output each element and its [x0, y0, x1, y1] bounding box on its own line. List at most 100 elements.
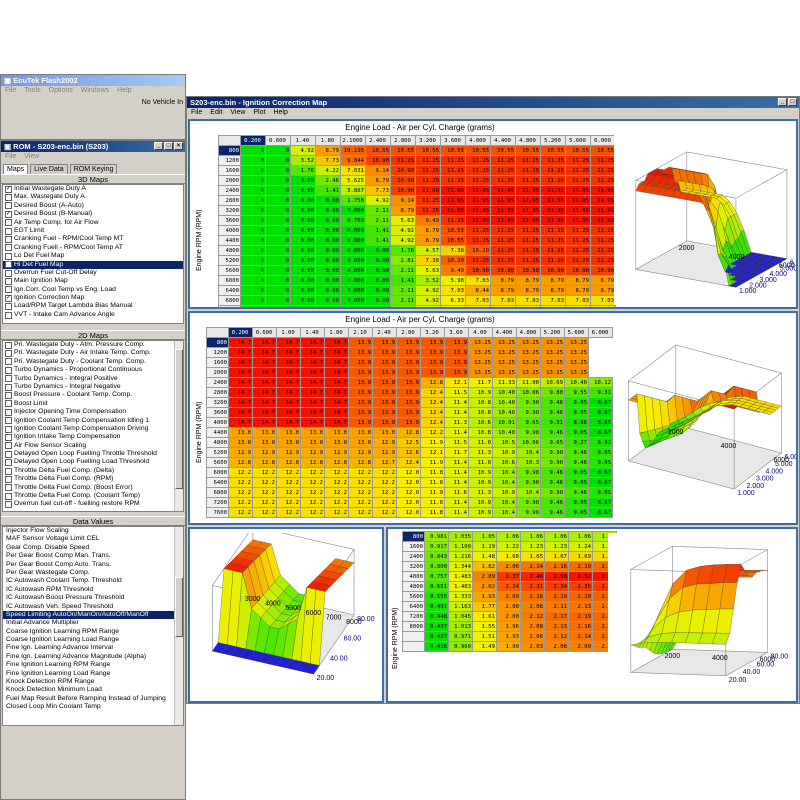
data-cell[interactable]: 8.79: [515, 275, 541, 286]
data-cell[interactable]: 0: [265, 205, 291, 216]
data-cell[interactable]: 1.41: [365, 225, 391, 236]
col-header[interactable]: 2.80: [396, 327, 421, 338]
values-item[interactable]: Per Gear Wastegate Comp.: [6, 568, 90, 576]
data-cell[interactable]: 11.25: [565, 175, 591, 186]
row-header[interactable]: 7200: [218, 305, 241, 307]
data-cell[interactable]: 9.46: [540, 467, 565, 478]
maps3d-item[interactable]: Max. Wastegate Duty A: [3, 193, 183, 202]
data-cell[interactable]: 9.90: [540, 447, 565, 458]
data-cell[interactable]: 2.16: [520, 591, 545, 602]
data-cell[interactable]: 1.23: [520, 541, 545, 552]
data-cell[interactable]: 1.76: [290, 165, 316, 176]
data-cell[interactable]: 11.95: [565, 185, 591, 196]
data-cell[interactable]: 10.55: [590, 145, 616, 156]
col-header[interactable]: 2.10: [348, 327, 373, 338]
maps2d-item[interactable]: Throttle Delta Fuel Comp. (Coolant Temp): [3, 492, 183, 500]
data-cell[interactable]: 11.3: [444, 417, 469, 428]
data-cell[interactable]: 0.703: [340, 215, 366, 226]
data-cell[interactable]: 14.7: [324, 397, 349, 408]
data-cell[interactable]: 10.40: [492, 427, 517, 438]
data-cell[interactable]: 10.90: [465, 265, 491, 276]
col-header[interactable]: 2.1000: [340, 135, 366, 146]
data-cell[interactable]: 10.8: [468, 427, 493, 438]
data-cell[interactable]: 12.2: [372, 487, 397, 498]
row-header[interactable]: 5200: [206, 447, 229, 458]
checkbox[interactable]: [5, 417, 12, 425]
data-cell[interactable]: 2.06: [496, 561, 521, 572]
data-cell[interactable]: 8.67: [588, 427, 613, 438]
row-header[interactable]: 6400: [218, 285, 241, 296]
data-cell[interactable]: 0: [265, 145, 291, 156]
data-cell[interactable]: 10.5: [492, 437, 517, 448]
row-header[interactable]: 4800: [402, 581, 425, 592]
data-cell[interactable]: 11.25: [565, 165, 591, 176]
data-cell[interactable]: 13.25: [492, 347, 517, 358]
data-cell[interactable]: 12.8: [396, 427, 421, 438]
data-cell[interactable]: 8.44: [465, 285, 491, 296]
data-cell[interactable]: 0: [240, 255, 266, 266]
maps2d-item[interactable]: Pri. Wastegate Duty - Air Intake Temp. C…: [3, 349, 183, 358]
data-cell[interactable]: 12.9: [372, 437, 397, 448]
data-cell[interactable]: 2.09: [472, 571, 497, 582]
data-cell[interactable]: 11.25: [540, 225, 566, 236]
data-cell[interactable]: 2.09: [568, 641, 593, 652]
row-header[interactable]: 2000: [218, 175, 241, 186]
data-cell[interactable]: 1.90: [496, 641, 521, 652]
data-cell[interactable]: 11.25: [515, 225, 541, 236]
checkbox[interactable]: [5, 400, 12, 408]
data-cell[interactable]: 11.95: [590, 195, 616, 206]
data-cell[interactable]: 13.9: [444, 337, 469, 348]
col-header[interactable]: 3.200: [415, 135, 441, 146]
data-cell[interactable]: 11.25: [540, 235, 566, 246]
data-cell[interactable]: 14.7: [300, 367, 325, 378]
row-header[interactable]: 2000: [206, 367, 229, 378]
data-cell[interactable]: 14.7: [228, 397, 253, 408]
data-cell[interactable]: 14.7: [252, 367, 277, 378]
checkbox[interactable]: ✓: [5, 210, 12, 218]
data-cell[interactable]: 12.2: [372, 467, 397, 478]
data-cell[interactable]: 9.05: [564, 467, 589, 478]
data-cell[interactable]: 7.73: [315, 155, 341, 166]
data-cell[interactable]: 12.2: [348, 487, 373, 498]
data-cell[interactable]: 13.0: [228, 437, 253, 448]
data-cell[interactable]: 0.000: [340, 305, 366, 307]
data-cell[interactable]: 12.9: [348, 447, 373, 458]
data-cell[interactable]: 13.0: [372, 427, 397, 438]
col-header[interactable]: 6.000: [590, 135, 616, 146]
data-cell[interactable]: 2.52: [568, 571, 593, 582]
col-header[interactable]: 5.600: [565, 135, 591, 146]
data-cell[interactable]: 7.03: [515, 295, 541, 306]
checkbox[interactable]: [5, 467, 12, 475]
map2-table[interactable]: 0.200 0.600 1.00 1.40 1.80 2.10 2.40 2.80 3.20 3.…: [206, 327, 613, 518]
row-header[interactable]: 2800: [218, 195, 241, 206]
col-header[interactable]: 2.800: [390, 135, 416, 146]
data-cell[interactable]: 0: [265, 165, 291, 176]
values-item[interactable]: MAF Sensor Voltage Limit CEL: [6, 535, 100, 543]
data-cell[interactable]: 0.00: [290, 195, 316, 206]
data-cell[interactable]: 10.55: [490, 145, 516, 156]
data-cell[interactable]: 12.2: [324, 497, 349, 508]
data-cell[interactable]: 1.49: [472, 641, 497, 652]
data-cell[interactable]: 12.2: [252, 507, 277, 518]
data-cell[interactable]: 8.96: [564, 417, 589, 428]
data-cell[interactable]: 1.163: [448, 601, 473, 612]
row-header[interactable]: 3200: [218, 205, 241, 216]
row-header[interactable]: 4400: [218, 235, 241, 246]
data-cell[interactable]: 10.9: [468, 387, 493, 398]
data-cell[interactable]: 13.9: [420, 347, 445, 358]
data-cell[interactable]: 14.7: [300, 407, 325, 418]
data-cell[interactable]: 10.8: [468, 397, 493, 408]
checkbox[interactable]: [5, 475, 12, 483]
values-item[interactable]: Fine Ign. Learning Advance Magnitude (Al…: [6, 652, 147, 660]
data-cell[interactable]: 7.03: [540, 295, 566, 306]
data-cell[interactable]: 13.25: [516, 337, 541, 348]
data-cell[interactable]: 0.757: [424, 571, 449, 582]
data-cell[interactable]: 0: [240, 165, 266, 176]
data-cell[interactable]: 10.20: [440, 255, 466, 266]
data-cell[interactable]: 0: [240, 285, 266, 296]
data-cell[interactable]: 10.90: [540, 265, 566, 276]
data-cell[interactable]: 11.7: [444, 447, 469, 458]
data-cell[interactable]: 12.2: [252, 477, 277, 488]
data-cell[interactable]: 1.76: [390, 245, 416, 256]
